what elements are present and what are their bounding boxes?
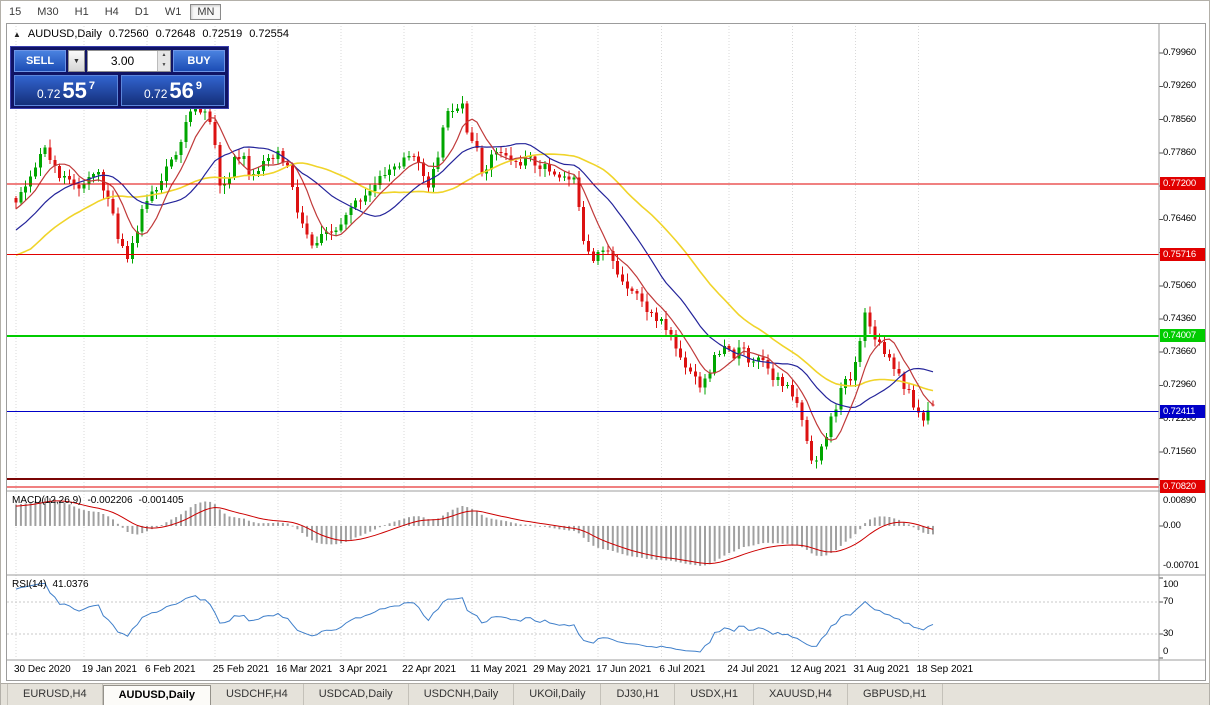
date-axis-label: 25 Feb 2021 <box>212 664 270 675</box>
price-line-badge: 0.70820 <box>1160 480 1205 494</box>
date-axis-label: 11 May 2021 <box>470 664 528 675</box>
panel-dividers-layer <box>7 24 1205 680</box>
timeframe-button-m30[interactable]: M30 <box>37 5 59 18</box>
sell-price-prefix: 0.72 <box>37 86 61 101</box>
timeframe-button-15[interactable]: 15 <box>9 5 22 18</box>
chart-tabs-bar: EURUSD,H4 AUDUSD,Daily USDCHF,H4 USDCAD,Dai… <box>1 683 1209 705</box>
chart-tab-eurusd-h4[interactable]: EURUSD,H4 <box>7 684 103 705</box>
date-axis-label: 6 Jul 2021 <box>659 664 706 675</box>
price-axis-label: 0.71560 <box>1163 445 1196 457</box>
date-axis-label: 30 Dec 2020 <box>14 664 71 675</box>
price-axis-label: 0.72260 <box>1163 412 1196 424</box>
macd-label-row: MACD(12,26,9) -0.002206 -0.001405 <box>12 495 184 506</box>
timeframe-button-d1[interactable]: D1 <box>134 5 149 18</box>
date-axis-label: 3 Apr 2021 <box>339 664 388 675</box>
timeframe-button-w1[interactable]: W1 <box>164 5 182 18</box>
timeframe-toolbar: 15 M30 H1 H4 D1 W1 MN <box>1 1 1209 22</box>
volume-box: ▲ ▼ <box>87 50 171 72</box>
price-axis-label: 0.77860 <box>1163 146 1196 158</box>
chart-tab-audusd-daily[interactable]: AUDUSD,Daily <box>102 685 211 705</box>
dropdown-arrow-icon: ▼ <box>73 57 80 65</box>
date-axis-label: 31 Aug 2021 <box>853 664 910 675</box>
rsi-axis-label: 30 <box>1163 628 1174 639</box>
date-axis-label: 24 Jul 2021 <box>727 664 779 675</box>
sell-button[interactable]: SELL <box>14 50 66 72</box>
sell-price-big: 55 <box>62 77 87 103</box>
candles-layer <box>14 96 935 469</box>
buy-price-sup: 9 <box>195 79 202 92</box>
buy-price-prefix: 0.72 <box>144 86 168 101</box>
chart-ohlc-header: ▲ AUDUSD,Daily 0.72560 0.72648 0.72519 0… <box>13 28 289 40</box>
rsi-value: 41.0376 <box>52 579 89 590</box>
date-axis-label: 29 May 2021 <box>533 664 591 675</box>
volume-spinner: ▲ ▼ <box>157 51 170 71</box>
ohlc-close: 0.72554 <box>249 28 289 40</box>
date-axis-label: 6 Feb 2021 <box>145 664 196 675</box>
rsi-layer <box>7 582 1159 653</box>
macd-signal-value: -0.001405 <box>138 495 184 506</box>
macd-label: MACD(12,26,9) <box>12 495 82 506</box>
ohlc-low: 0.72519 <box>202 28 243 40</box>
price-line-badge: 0.77200 <box>1160 177 1205 191</box>
price-axis-label: 0.74360 <box>1163 312 1196 324</box>
date-axis-label: 19 Jan 2021 <box>81 664 137 675</box>
chart-canvas[interactable] <box>7 24 1205 680</box>
rsi-label-row: RSI(14) 41.0376 <box>12 579 89 590</box>
chart-tab-usdcnh-daily[interactable]: USDCNH,Daily <box>409 684 515 705</box>
volume-dropdown-button[interactable]: ▼ <box>68 50 85 72</box>
price-axis-label: 0.76460 <box>1163 213 1196 225</box>
symbol-marker-icon: ▲ <box>13 29 21 39</box>
volume-decrease-button[interactable]: ▼ <box>158 61 170 71</box>
sell-price-button[interactable]: 0.72 55 7 <box>14 75 118 106</box>
date-axis-label: 22 Apr 2021 <box>402 664 457 675</box>
price-axis-label: 0.75060 <box>1163 279 1196 291</box>
volume-input[interactable] <box>88 51 157 71</box>
chart-tab-dj30-h1[interactable]: DJ30,H1 <box>601 684 676 705</box>
price-axis-label: 0.78560 <box>1163 113 1196 125</box>
price-axis-label: 0.73660 <box>1163 346 1196 358</box>
chart-tab-usdchf-h4[interactable]: USDCHF,H4 <box>211 684 304 705</box>
price-axis-label: 0.79260 <box>1163 80 1196 92</box>
price-line-badge: 0.72411 <box>1160 404 1205 418</box>
macd-main-value: -0.002206 <box>87 495 133 506</box>
one-click-trading-panel: SELL ▼ ▲ ▼ BUY 0.72 55 7 <box>10 46 229 109</box>
ohlc-high: 0.72648 <box>155 28 196 40</box>
chart-area: ▲ AUDUSD,Daily 0.72560 0.72648 0.72519 0… <box>6 23 1206 681</box>
chart-tab-gbpusd-h1[interactable]: GBPUSD,H1 <box>848 684 943 705</box>
rsi-label: RSI(14) <box>12 579 47 590</box>
timeframe-button-mn[interactable]: MN <box>190 3 222 20</box>
volume-increase-button[interactable]: ▲ <box>158 51 170 61</box>
ohlc-open: 0.72560 <box>108 28 149 40</box>
date-axis-label: 16 Mar 2021 <box>276 664 333 675</box>
chart-symbol-label: AUDUSD,Daily <box>27 28 102 40</box>
date-axis-label: 17 Jun 2021 <box>596 664 652 675</box>
date-axis-label: 12 Aug 2021 <box>790 664 847 675</box>
rsi-axis-label: 0 <box>1163 646 1169 657</box>
rsi-axis-label: 100 <box>1163 579 1179 590</box>
timeframe-button-h1[interactable]: H1 <box>74 5 89 18</box>
macd-axis-label: 0.00890 <box>1163 495 1196 506</box>
price-line-badge: 0.75716 <box>1160 247 1205 261</box>
buy-price-big: 56 <box>169 77 194 103</box>
sell-price-sup: 7 <box>88 79 95 92</box>
price-axis-label: 0.72960 <box>1163 379 1196 391</box>
moving-averages-layer <box>15 117 934 441</box>
chart-tab-xauusd-h4[interactable]: XAUUSD,H4 <box>754 684 848 705</box>
buy-button[interactable]: BUY <box>173 50 225 72</box>
macd-layer <box>15 498 934 566</box>
date-axis-label: 18 Sep 2021 <box>916 664 974 675</box>
rsi-axis-label: 70 <box>1163 596 1174 607</box>
macd-axis-label: 0.00 <box>1163 519 1181 531</box>
price-line-badge: 0.74007 <box>1160 328 1205 342</box>
macd-axis-label: -0.00701 <box>1163 560 1199 571</box>
chart-tab-usdcad-daily[interactable]: USDCAD,Daily <box>304 684 409 705</box>
buy-price-button[interactable]: 0.72 56 9 <box>121 75 225 106</box>
timeframe-button-h4[interactable]: H4 <box>104 5 119 18</box>
price-axis-label: 0.79960 <box>1163 47 1196 59</box>
chart-tab-usdx-h1[interactable]: USDX,H1 <box>675 684 754 705</box>
horizontal-lines-layer <box>7 183 1159 488</box>
chart-tab-ukoil-daily[interactable]: UKOil,Daily <box>514 684 602 705</box>
